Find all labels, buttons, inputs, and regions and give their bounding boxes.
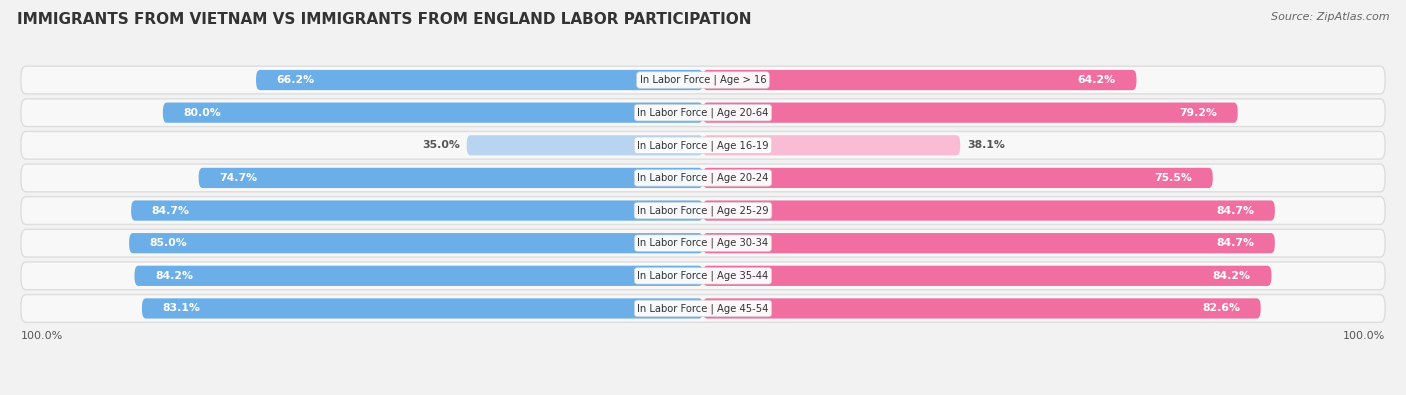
Text: 35.0%: 35.0%: [422, 140, 460, 150]
Text: 84.7%: 84.7%: [1216, 238, 1254, 248]
Text: 74.7%: 74.7%: [219, 173, 257, 183]
Text: In Labor Force | Age 20-24: In Labor Force | Age 20-24: [637, 173, 769, 183]
Text: 84.2%: 84.2%: [1213, 271, 1251, 281]
FancyBboxPatch shape: [131, 200, 703, 221]
FancyBboxPatch shape: [21, 132, 1385, 159]
FancyBboxPatch shape: [467, 135, 703, 155]
Text: 100.0%: 100.0%: [1343, 331, 1385, 341]
Text: In Labor Force | Age 35-44: In Labor Force | Age 35-44: [637, 271, 769, 281]
FancyBboxPatch shape: [198, 168, 703, 188]
FancyBboxPatch shape: [703, 266, 1271, 286]
Text: 84.2%: 84.2%: [155, 271, 193, 281]
Text: 83.1%: 83.1%: [163, 303, 201, 314]
Text: 100.0%: 100.0%: [21, 331, 63, 341]
Text: 85.0%: 85.0%: [150, 238, 187, 248]
Text: In Labor Force | Age 30-34: In Labor Force | Age 30-34: [637, 238, 769, 248]
Text: 64.2%: 64.2%: [1077, 75, 1116, 85]
FancyBboxPatch shape: [703, 103, 1237, 123]
FancyBboxPatch shape: [142, 298, 703, 318]
FancyBboxPatch shape: [21, 66, 1385, 94]
Text: 66.2%: 66.2%: [277, 75, 315, 85]
FancyBboxPatch shape: [21, 99, 1385, 126]
Text: IMMIGRANTS FROM VIETNAM VS IMMIGRANTS FROM ENGLAND LABOR PARTICIPATION: IMMIGRANTS FROM VIETNAM VS IMMIGRANTS FR…: [17, 12, 751, 27]
FancyBboxPatch shape: [21, 262, 1385, 290]
Text: In Labor Force | Age 16-19: In Labor Force | Age 16-19: [637, 140, 769, 150]
Text: In Labor Force | Age 45-54: In Labor Force | Age 45-54: [637, 303, 769, 314]
Text: 75.5%: 75.5%: [1154, 173, 1192, 183]
FancyBboxPatch shape: [703, 135, 960, 155]
FancyBboxPatch shape: [163, 103, 703, 123]
Text: 79.2%: 79.2%: [1180, 108, 1218, 118]
FancyBboxPatch shape: [21, 229, 1385, 257]
FancyBboxPatch shape: [256, 70, 703, 90]
Text: In Labor Force | Age 20-64: In Labor Force | Age 20-64: [637, 107, 769, 118]
FancyBboxPatch shape: [703, 168, 1213, 188]
Text: 82.6%: 82.6%: [1202, 303, 1240, 314]
FancyBboxPatch shape: [129, 233, 703, 253]
FancyBboxPatch shape: [703, 70, 1136, 90]
Text: 84.7%: 84.7%: [152, 205, 190, 216]
FancyBboxPatch shape: [703, 298, 1261, 318]
Text: In Labor Force | Age 25-29: In Labor Force | Age 25-29: [637, 205, 769, 216]
FancyBboxPatch shape: [21, 164, 1385, 192]
FancyBboxPatch shape: [21, 197, 1385, 224]
Text: In Labor Force | Age > 16: In Labor Force | Age > 16: [640, 75, 766, 85]
FancyBboxPatch shape: [703, 200, 1275, 221]
FancyBboxPatch shape: [703, 233, 1275, 253]
Text: 80.0%: 80.0%: [184, 108, 221, 118]
FancyBboxPatch shape: [135, 266, 703, 286]
Text: Source: ZipAtlas.com: Source: ZipAtlas.com: [1271, 12, 1389, 22]
FancyBboxPatch shape: [21, 295, 1385, 322]
Text: 38.1%: 38.1%: [967, 140, 1005, 150]
Text: 84.7%: 84.7%: [1216, 205, 1254, 216]
